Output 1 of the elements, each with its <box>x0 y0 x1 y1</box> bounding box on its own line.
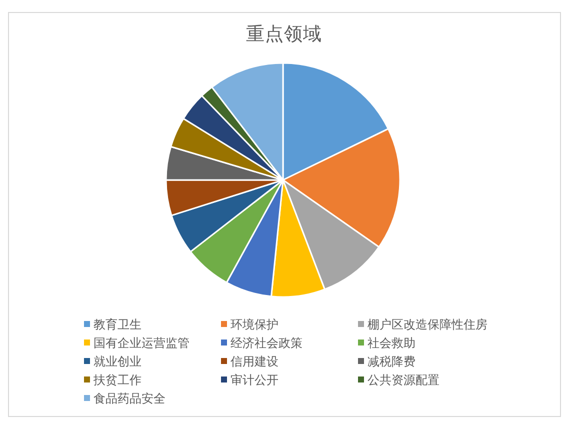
title: 重点领域 <box>246 23 322 44</box>
